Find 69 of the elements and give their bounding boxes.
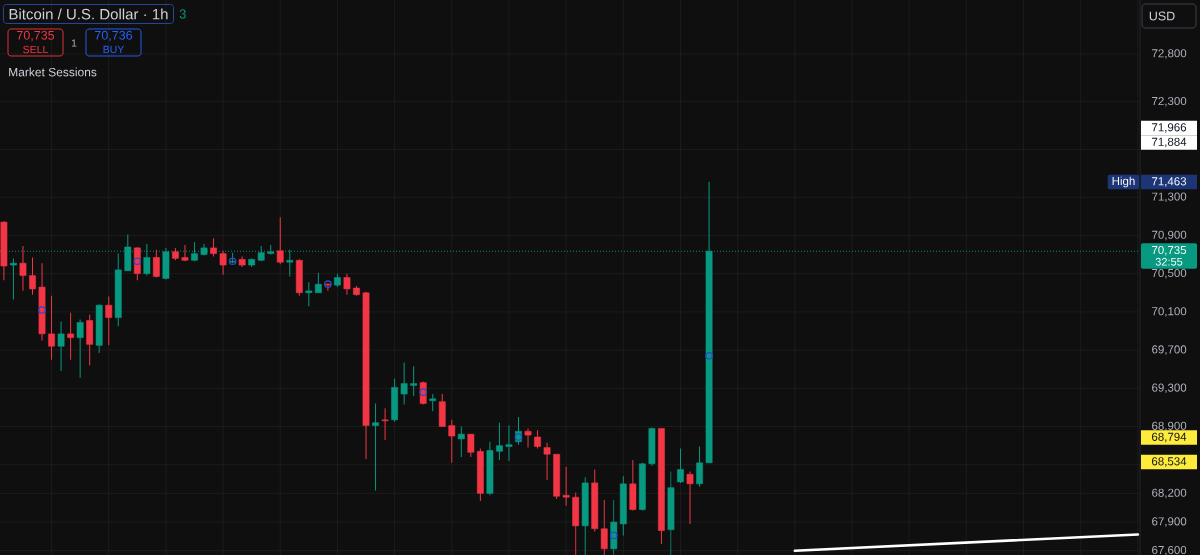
candlestick: [372, 403, 379, 492]
candlestick: [181, 244, 189, 262]
candlestick: [543, 442, 551, 481]
candlestick: [457, 426, 465, 458]
point: [609, 531, 618, 540]
annotation: 3: [179, 9, 186, 19]
candlestick: [448, 419, 456, 464]
candlestick: [324, 282, 332, 292]
candlestick: [534, 429, 541, 449]
y-tick-label: 68,200: [1152, 488, 1187, 499]
candlestick: [343, 273, 351, 296]
text: 68,534: [1152, 457, 1187, 467]
text: 68,794: [1152, 432, 1187, 443]
text: USD: [1149, 11, 1175, 21]
annotation: SELL: [23, 45, 48, 54]
y-tick-label: 71,300: [1152, 192, 1187, 203]
candlestick: [86, 314, 94, 366]
y-tick-label: 69,700: [1152, 345, 1187, 355]
annotation: 70,736: [95, 30, 133, 42]
y-tick-label: 72,300: [1152, 96, 1187, 107]
candlestick: [276, 216, 284, 265]
candlestick: [562, 466, 570, 507]
candlestick: [48, 295, 55, 361]
annotation: High: [1112, 176, 1135, 188]
candlestick: [67, 312, 75, 361]
candlestick: [467, 433, 475, 458]
candlestick: [524, 427, 532, 449]
annotation: Market Sessions: [9, 67, 97, 77]
candlestick: [381, 407, 389, 441]
point: [38, 306, 46, 314]
candlestick: [29, 256, 36, 296]
point: [133, 257, 142, 266]
candlestick: [152, 249, 160, 278]
candlestick: [696, 446, 703, 488]
candlestick: [686, 470, 694, 525]
y-tick-label: 67,600: [1152, 545, 1187, 555]
candlestick: [314, 272, 322, 294]
y-tick-label: 72,800: [1152, 49, 1187, 59]
text: 32:55: [1155, 257, 1183, 266]
y-tick-label: 69,300: [1152, 383, 1187, 394]
candlestick: [143, 243, 151, 277]
text: 71,884: [1152, 137, 1187, 148]
y-tick-label: 70,900: [1152, 230, 1187, 241]
candlestick: [57, 320, 65, 372]
candlestick: [505, 425, 513, 462]
y-tick-label: 70,100: [1152, 307, 1187, 317]
text: 71,463: [1152, 177, 1187, 187]
y-tick-label: 68,900: [1152, 421, 1187, 432]
candlestick: [410, 365, 418, 397]
candlestick: [677, 447, 684, 484]
candlestick: [400, 362, 408, 406]
candlestick: [10, 257, 17, 300]
text: 71,966: [1152, 123, 1187, 133]
candlestick: [219, 250, 227, 276]
chart-title: Bitcoin / U.S. Dollar · 1h: [9, 8, 168, 20]
candlestick: [105, 296, 113, 346]
annotation: 1: [71, 39, 77, 47]
candlestick: [305, 281, 313, 307]
annotation: 70,735: [17, 30, 55, 42]
annotation: BUY: [103, 45, 125, 54]
candlestick: [19, 245, 27, 292]
point: [705, 351, 713, 360]
ref-line-label: 70,735: [1152, 245, 1187, 256]
candlestick: [76, 319, 84, 379]
y-tick-label: 67,900: [1152, 517, 1187, 527]
candlestick: [210, 237, 217, 257]
y-tick-label: 70,500: [1152, 268, 1187, 279]
candlestick: [496, 422, 503, 461]
point: [228, 257, 237, 266]
